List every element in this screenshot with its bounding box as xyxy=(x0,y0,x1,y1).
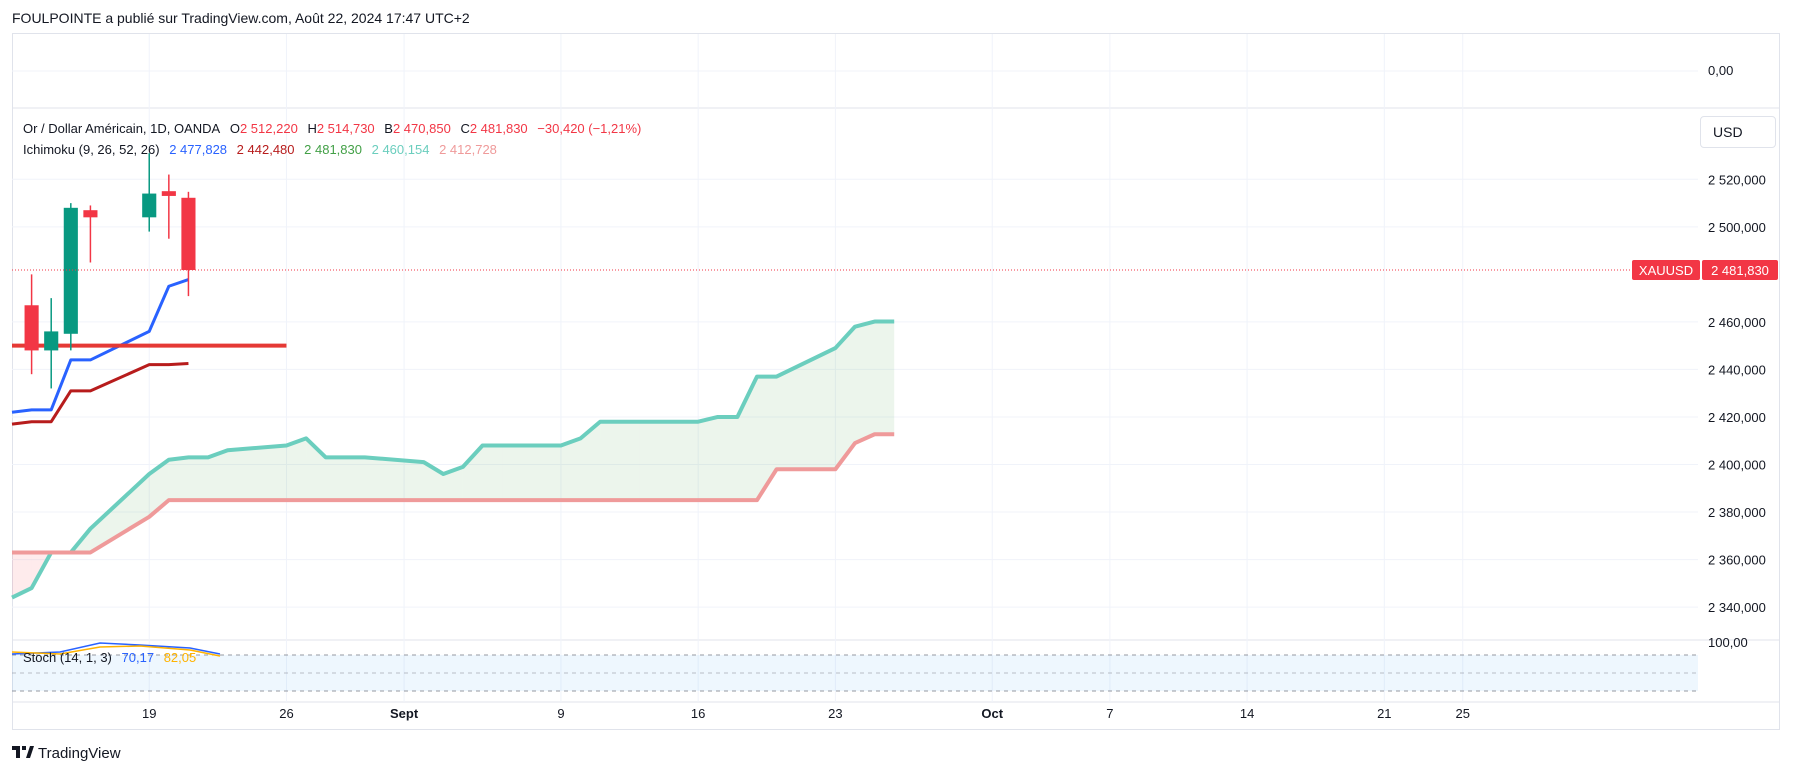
tradingview-brand: TradingView xyxy=(38,745,121,762)
y-tick-label: 2 340,000 xyxy=(1708,600,1766,615)
cloud-segment xyxy=(698,416,718,501)
y-tick-label: 2 420,000 xyxy=(1708,410,1766,425)
x-tick-label: 19 xyxy=(142,706,156,721)
x-tick-label: Sept xyxy=(390,706,419,721)
y-tick-label: 2 500,000 xyxy=(1708,220,1766,235)
price-tag-value: 2 481,830 xyxy=(1711,263,1769,278)
cloud-segment xyxy=(502,445,561,501)
ichimoku-cloud xyxy=(12,321,895,598)
cloud-segment xyxy=(560,438,581,501)
cloud-segment xyxy=(462,445,483,501)
price-tag-symbol: XAUUSD xyxy=(1639,263,1693,278)
x-tick-label: 14 xyxy=(1240,706,1254,721)
stoch-label: Stoch (14, 1, 3) xyxy=(23,650,112,665)
cloud-segment xyxy=(90,474,150,553)
ichimoku-tenkan-value: 2 477,828 xyxy=(169,142,228,157)
series-line-senkou_a xyxy=(11,319,895,600)
stoch-d-line xyxy=(11,645,221,657)
series-line-senkou_b xyxy=(12,432,895,555)
cloud-segment xyxy=(874,321,895,435)
y-tick-label: 2 380,000 xyxy=(1708,505,1766,520)
stoch-d-value: 82,05 xyxy=(163,650,197,665)
cloud-segment xyxy=(208,450,228,501)
cloud-segment xyxy=(776,348,836,470)
stoch-legend[interactable]: Stoch (14, 1, 3) 70,17 82,05 xyxy=(23,650,202,665)
cloud-segment xyxy=(619,421,640,501)
cloud-segment xyxy=(756,376,777,501)
x-tick-label: 9 xyxy=(557,706,564,721)
candle-body xyxy=(83,210,98,218)
cloud-segment xyxy=(227,445,287,501)
cloud-segment xyxy=(364,457,424,501)
tradingview-icon xyxy=(12,745,34,762)
cloud-segment xyxy=(580,421,601,501)
x-tick-label: 16 xyxy=(691,706,705,721)
x-tick-label: 7 xyxy=(1106,706,1113,721)
x-axis-labels: 19 26 Sept 9 16 23 Oct 7 14 21 25 xyxy=(142,706,1470,721)
x-tick-label: 23 xyxy=(828,706,842,721)
y-axis-labels: 0,00 2 520,000 2 500,000 2 460,000 2 440,000… xyxy=(1708,63,1766,650)
grid xyxy=(12,34,1780,703)
symbol-legend[interactable]: Or / Dollar Américain, 1D, OANDA O2 512,… xyxy=(23,121,647,136)
y-tick-label: 2 440,000 xyxy=(1708,362,1766,377)
ichimoku-senkou-a-value: 2 460,154 xyxy=(371,142,430,157)
candle-body xyxy=(63,207,78,334)
y-tick-label: 2 400,000 xyxy=(1708,458,1766,473)
cloud-segment xyxy=(600,421,620,501)
ichimoku-senkou-b-value: 2 412,728 xyxy=(439,142,497,157)
x-tick-label: Oct xyxy=(981,706,1003,721)
cloud-segment xyxy=(12,552,32,598)
tradingview-logo[interactable]: TradingView xyxy=(12,745,121,762)
candle-body xyxy=(142,193,157,218)
currency-button[interactable]: USD xyxy=(1700,116,1776,148)
series-line-tenkan xyxy=(11,278,189,414)
cloud-segment xyxy=(286,438,307,501)
cloud-segment xyxy=(717,416,738,501)
y-tick-label: 2 460,000 xyxy=(1708,315,1766,330)
published-line: FOULPOINTE a publié sur TradingView.com,… xyxy=(12,10,470,26)
cloud-segment xyxy=(168,457,189,501)
x-tick-label: 25 xyxy=(1456,706,1470,721)
candle-body xyxy=(161,191,176,196)
chart-frame xyxy=(12,33,1780,730)
candle-body xyxy=(24,305,39,351)
ichimoku-legend[interactable]: Ichimoku (9, 26, 52, 26) 2 477,828 2 442… xyxy=(23,142,503,157)
ichimoku-label: Ichimoku (9, 26, 52, 26) xyxy=(23,142,160,157)
indicator-lines xyxy=(11,278,895,600)
candle-body xyxy=(44,331,59,351)
stoch-k-value: 70,17 xyxy=(121,650,155,665)
stoch-axis-label: 100,00 xyxy=(1708,635,1748,650)
top-pane-axis-label: 0,00 xyxy=(1708,63,1733,78)
cloud-segment xyxy=(855,321,875,444)
x-tick-label: 21 xyxy=(1377,706,1391,721)
high-value: H2 514,730 xyxy=(307,121,375,136)
change-value: −30,420 (−1,21%) xyxy=(537,121,642,136)
y-tick-label: 2 520,000 xyxy=(1708,172,1766,187)
series-line-kijun xyxy=(11,362,189,426)
candle-body xyxy=(181,197,196,271)
open-value: O2 512,220 xyxy=(229,121,298,136)
ichimoku-kijun-value: 2 442,480 xyxy=(236,142,295,157)
cloud-segment xyxy=(443,466,463,501)
x-tick-label: 26 xyxy=(279,706,293,721)
cloud-segment xyxy=(188,457,209,501)
y-tick-label: 2 360,000 xyxy=(1708,553,1766,568)
symbol-description: Or / Dollar Américain, 1D, OANDA xyxy=(23,121,221,136)
candles xyxy=(24,153,196,389)
cloud-segment xyxy=(345,457,365,501)
cloud-segment xyxy=(639,421,699,501)
cloud-segment xyxy=(325,457,346,501)
cloud-segment xyxy=(482,445,503,501)
low-value: B2 470,850 xyxy=(384,121,451,136)
stoch-k-line xyxy=(11,642,221,655)
cloud-segment xyxy=(835,326,855,470)
close-value: C2 481,830 xyxy=(460,121,528,136)
price-tag-symbol-bg xyxy=(1632,260,1700,281)
price-tag-value-bg xyxy=(1702,260,1778,281)
ichimoku-chikou-value: 2 481,830 xyxy=(304,142,362,157)
overlays: XAUUSD 2 481,830 xyxy=(11,260,1778,692)
